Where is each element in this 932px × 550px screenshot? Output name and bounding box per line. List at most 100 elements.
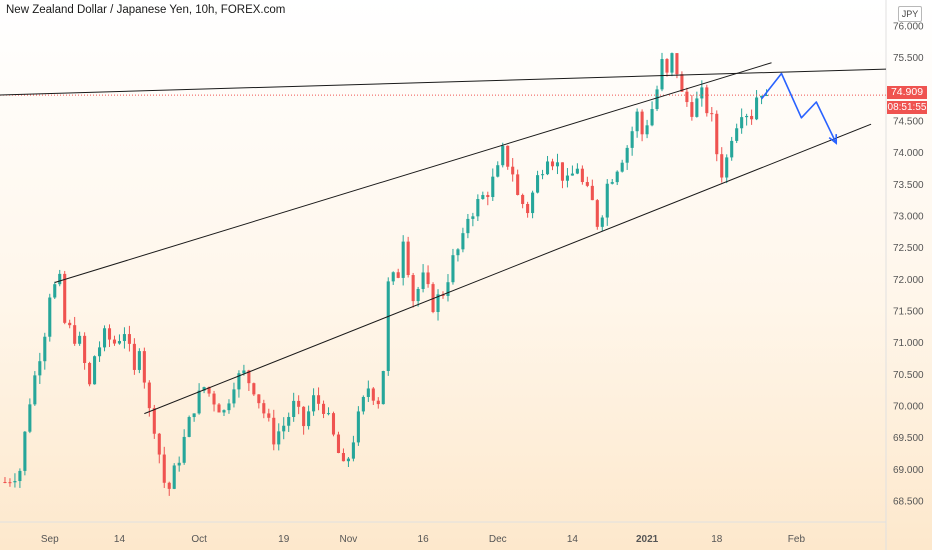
y-tick-label: 72.000 bbox=[893, 275, 924, 286]
candle-body bbox=[18, 470, 22, 482]
x-tick-label: Oct bbox=[191, 534, 207, 545]
candle-body bbox=[745, 115, 749, 118]
candle-body bbox=[391, 272, 395, 282]
candle-body bbox=[625, 147, 629, 163]
candle-body bbox=[570, 173, 574, 176]
x-tick-label: 2021 bbox=[636, 534, 659, 545]
candle-body bbox=[8, 482, 12, 484]
candle-body bbox=[456, 249, 460, 256]
candle-body bbox=[212, 393, 216, 405]
candle-body bbox=[760, 95, 764, 98]
candle-body bbox=[262, 403, 266, 414]
resistance-trendline bbox=[0, 68, 887, 96]
candle-body bbox=[750, 115, 754, 120]
candle-body bbox=[182, 436, 186, 463]
candle-body bbox=[142, 351, 146, 383]
candle-body bbox=[685, 91, 689, 103]
projection-arrowhead bbox=[828, 134, 838, 145]
x-tick-label: 16 bbox=[418, 534, 430, 545]
candle-body bbox=[297, 400, 301, 407]
candle-body bbox=[207, 387, 211, 394]
candle-body bbox=[595, 200, 599, 227]
candle-body bbox=[112, 339, 117, 344]
candle-body bbox=[317, 395, 321, 404]
candle-body bbox=[730, 140, 734, 158]
candle-body bbox=[73, 325, 77, 344]
currency-unit-badge[interactable]: JPY bbox=[898, 6, 922, 22]
y-tick-label: 73.500 bbox=[893, 180, 924, 191]
candle-body bbox=[755, 97, 759, 120]
upper-channel-trendline bbox=[54, 62, 772, 283]
candle-body bbox=[411, 275, 415, 302]
candle-body bbox=[406, 241, 410, 276]
candle-body bbox=[680, 74, 684, 92]
candle-body bbox=[764, 95, 769, 97]
candle-body bbox=[102, 328, 107, 348]
y-tick-label: 71.500 bbox=[893, 307, 924, 318]
candle-body bbox=[735, 128, 739, 141]
candle-body bbox=[202, 387, 206, 391]
candle-body bbox=[28, 404, 32, 432]
candle-body bbox=[486, 195, 490, 198]
candle-body bbox=[152, 408, 156, 434]
candle-body bbox=[132, 343, 136, 370]
candle-body bbox=[361, 396, 365, 412]
candle-body bbox=[88, 363, 92, 385]
candle-body bbox=[531, 192, 535, 214]
chart-title: New Zealand Dollar / Japanese Yen, 10h, … bbox=[6, 4, 286, 16]
candle-body bbox=[635, 111, 639, 132]
candle-body bbox=[695, 98, 699, 117]
candle-body bbox=[630, 131, 634, 148]
candle-body bbox=[575, 168, 579, 174]
candle-body bbox=[3, 482, 7, 483]
candle-body bbox=[565, 175, 569, 181]
candle-body bbox=[705, 87, 709, 114]
candle-body bbox=[217, 404, 221, 413]
candle-body bbox=[167, 482, 171, 489]
x-tick-label: 19 bbox=[278, 534, 290, 545]
candle-body bbox=[336, 434, 341, 454]
candle-body bbox=[376, 400, 380, 405]
y-tick-label: 70.500 bbox=[893, 370, 924, 381]
candle-body bbox=[237, 373, 241, 390]
y-tick-label: 72.500 bbox=[893, 243, 924, 254]
candle-body bbox=[83, 335, 87, 364]
candle-body bbox=[227, 403, 231, 411]
candle-body bbox=[645, 125, 649, 135]
candle-body bbox=[222, 410, 226, 413]
candle-body bbox=[496, 165, 500, 177]
candle-body bbox=[63, 273, 67, 323]
y-tick-label: 68.500 bbox=[893, 497, 924, 508]
candle-body bbox=[68, 322, 72, 326]
y-tick-label: 69.500 bbox=[893, 433, 924, 444]
candle-body bbox=[48, 297, 52, 337]
candle-body bbox=[521, 194, 525, 204]
candle-body bbox=[660, 59, 664, 90]
y-tick-label: 74.500 bbox=[893, 117, 924, 128]
candle-body bbox=[277, 431, 281, 445]
candle-body bbox=[501, 145, 505, 166]
candle-body bbox=[431, 284, 435, 313]
candle-body bbox=[192, 413, 196, 418]
candle-body bbox=[451, 255, 455, 283]
candle-body bbox=[38, 361, 42, 376]
candle-body bbox=[247, 370, 251, 384]
lower-channel-trendline bbox=[144, 123, 872, 415]
x-tick-label: 18 bbox=[711, 534, 723, 545]
candle-body bbox=[93, 356, 97, 385]
candle-body bbox=[98, 347, 102, 357]
x-tick-label: Nov bbox=[340, 534, 358, 545]
candle-body bbox=[670, 53, 674, 73]
last-price-label: 74.909 bbox=[887, 86, 927, 99]
candle-body bbox=[13, 481, 17, 483]
x-tick-label: Dec bbox=[489, 534, 507, 545]
candle-body bbox=[267, 413, 271, 418]
candle-body bbox=[516, 174, 520, 195]
candle-body bbox=[341, 453, 345, 462]
candle-body bbox=[675, 53, 679, 75]
y-tick-label: 75.500 bbox=[893, 53, 924, 64]
candle-body bbox=[78, 335, 82, 344]
candle-body bbox=[252, 383, 256, 395]
